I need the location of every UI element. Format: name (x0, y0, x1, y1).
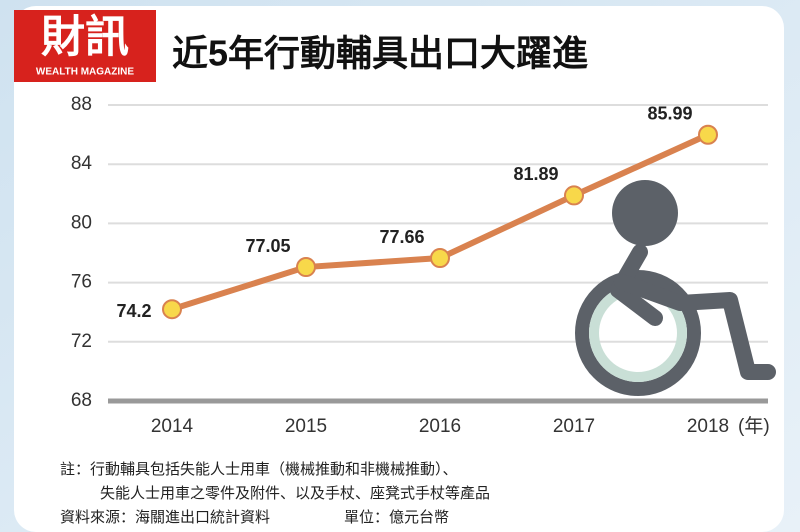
x-tick-label: 2017 (553, 416, 595, 437)
y-tick-label: 84 (71, 153, 93, 174)
data-label: 77.66 (379, 227, 424, 247)
x-tick-label: 2018 (687, 416, 729, 437)
logo-text: 財訊 (41, 12, 129, 63)
y-tick-label: 88 (71, 94, 92, 115)
note: 失能人士用車之零件及附件、以及手杖、座凳式手杖等產品 (100, 484, 490, 502)
point (430, 248, 450, 269)
panel (14, 6, 784, 532)
x-tick-label: 2016 (419, 416, 461, 437)
source: 資料來源：海關進出口統計資料 (60, 509, 270, 526)
point (698, 124, 718, 145)
x-tick-label: 2015 (285, 416, 327, 437)
data-label: 85.99 (647, 103, 692, 123)
y-tick-label: 68 (71, 390, 92, 411)
wheelchair-icon (575, 180, 776, 396)
point (564, 185, 584, 206)
unit: 單位：億元台幣 (344, 509, 449, 526)
data-label: 74.2 (116, 301, 151, 321)
data-label: 77.05 (245, 236, 290, 256)
data-label: 81.89 (513, 164, 558, 184)
x-axis-unit: (年) (738, 415, 770, 437)
x-tick-label: 2014 (151, 416, 194, 437)
chart-title: 近5年行動輔具出口大躍進 (172, 33, 588, 74)
point (296, 257, 316, 278)
y-tick-label: 76 (71, 272, 92, 293)
y-tick-label: 80 (71, 212, 92, 233)
point (162, 299, 182, 320)
logo-subtitle: WEALTH MAGAZINE (36, 67, 134, 78)
logo-box (14, 10, 156, 82)
y-tick-label: 72 (71, 331, 92, 352)
note: 註：行動輔具包括失能人士用車（機械推動和非機械推動）、 (60, 461, 458, 478)
